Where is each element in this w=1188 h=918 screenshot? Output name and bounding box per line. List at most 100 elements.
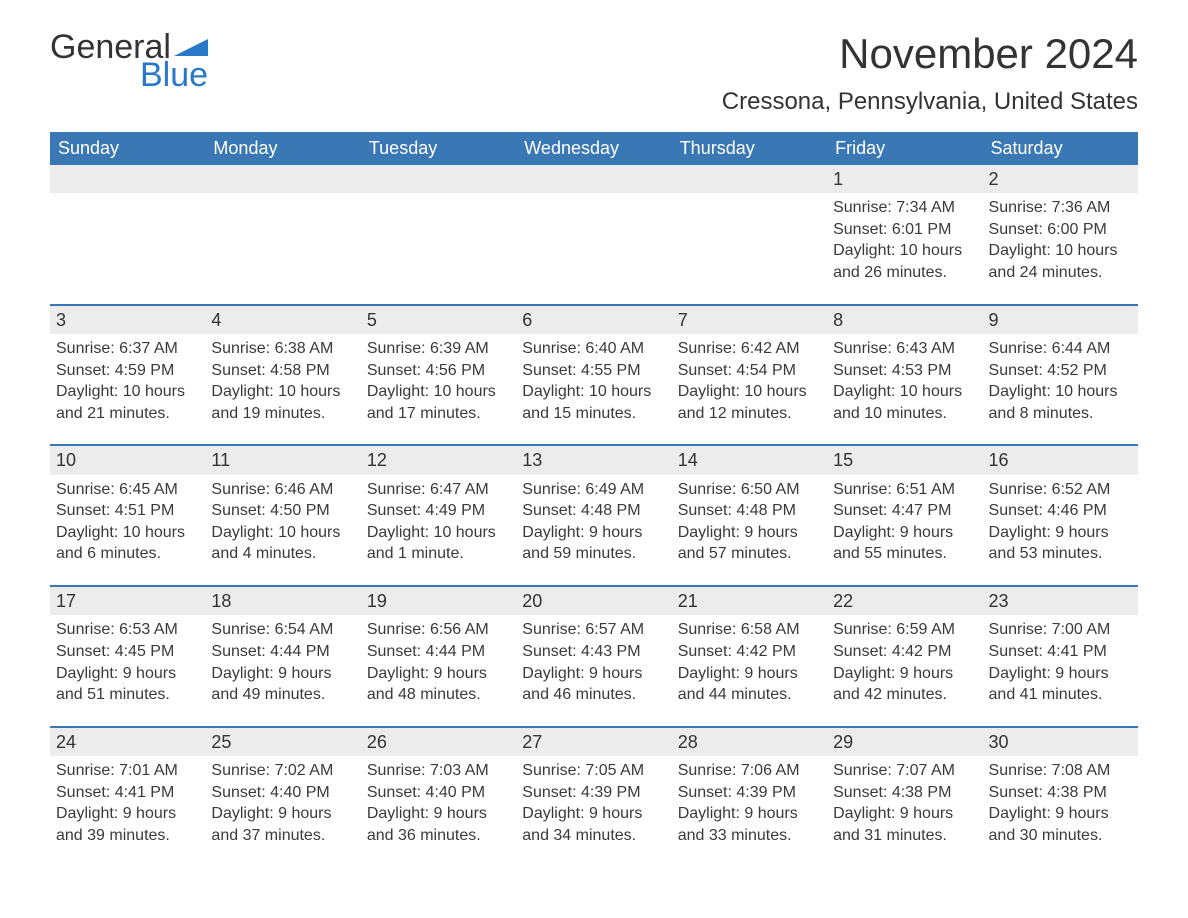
sunset-text: Sunset: 4:41 PM	[56, 782, 199, 804]
calendar-day-cell: 20Sunrise: 6:57 AMSunset: 4:43 PMDayligh…	[516, 585, 671, 726]
sunset-text: Sunset: 4:39 PM	[522, 782, 665, 804]
calendar-day-cell: 7Sunrise: 6:42 AMSunset: 4:54 PMDaylight…	[672, 304, 827, 445]
daylight2-text: and 17 minutes.	[367, 403, 510, 425]
sunrise-text: Sunrise: 7:02 AM	[211, 760, 354, 782]
title-block: November 2024 Cressona, Pennsylvania, Un…	[722, 30, 1138, 124]
calendar-day-cell: 13Sunrise: 6:49 AMSunset: 4:48 PMDayligh…	[516, 444, 671, 585]
daylight1-text: Daylight: 9 hours	[522, 522, 665, 544]
daylight1-text: Daylight: 9 hours	[989, 663, 1132, 685]
sunset-text: Sunset: 4:38 PM	[833, 782, 976, 804]
day-number: 30	[983, 726, 1138, 756]
sunrise-text: Sunrise: 6:46 AM	[211, 479, 354, 501]
calendar-week-row: 17Sunrise: 6:53 AMSunset: 4:45 PMDayligh…	[50, 585, 1138, 726]
daylight1-text: Daylight: 10 hours	[367, 522, 510, 544]
day-header: Thursday	[672, 132, 827, 165]
day-number: 3	[50, 304, 205, 334]
day-header: Saturday	[983, 132, 1138, 165]
day-number: 20	[516, 585, 671, 615]
empty-day-bar	[672, 165, 827, 193]
day-header: Wednesday	[516, 132, 671, 165]
day-number: 1	[827, 165, 982, 193]
daylight1-text: Daylight: 10 hours	[833, 381, 976, 403]
day-number: 15	[827, 444, 982, 474]
daylight2-text: and 44 minutes.	[678, 684, 821, 706]
calendar-week-row: 24Sunrise: 7:01 AMSunset: 4:41 PMDayligh…	[50, 726, 1138, 867]
daylight2-text: and 33 minutes.	[678, 825, 821, 847]
sunrise-text: Sunrise: 7:08 AM	[989, 760, 1132, 782]
day-number: 14	[672, 444, 827, 474]
day-number: 25	[205, 726, 360, 756]
sunset-text: Sunset: 4:58 PM	[211, 360, 354, 382]
daylight1-text: Daylight: 10 hours	[989, 240, 1132, 262]
sunrise-text: Sunrise: 7:34 AM	[833, 197, 976, 219]
sunrise-text: Sunrise: 6:51 AM	[833, 479, 976, 501]
day-number: 6	[516, 304, 671, 334]
day-header: Sunday	[50, 132, 205, 165]
sunset-text: Sunset: 4:42 PM	[678, 641, 821, 663]
empty-day-bar	[361, 165, 516, 193]
calendar-day-cell: 9Sunrise: 6:44 AMSunset: 4:52 PMDaylight…	[983, 304, 1138, 445]
sunrise-text: Sunrise: 6:45 AM	[56, 479, 199, 501]
day-number: 5	[361, 304, 516, 334]
daylight2-text: and 12 minutes.	[678, 403, 821, 425]
calendar-day-cell: 29Sunrise: 7:07 AMSunset: 4:38 PMDayligh…	[827, 726, 982, 867]
sunrise-text: Sunrise: 6:59 AM	[833, 619, 976, 641]
daylight1-text: Daylight: 9 hours	[833, 803, 976, 825]
calendar-week-row: 1Sunrise: 7:34 AMSunset: 6:01 PMDaylight…	[50, 165, 1138, 304]
daylight2-text: and 4 minutes.	[211, 543, 354, 565]
sunset-text: Sunset: 4:56 PM	[367, 360, 510, 382]
calendar-day-cell: 6Sunrise: 6:40 AMSunset: 4:55 PMDaylight…	[516, 304, 671, 445]
daylight2-text: and 31 minutes.	[833, 825, 976, 847]
day-number: 12	[361, 444, 516, 474]
calendar-day-cell: 12Sunrise: 6:47 AMSunset: 4:49 PMDayligh…	[361, 444, 516, 585]
daylight2-text: and 53 minutes.	[989, 543, 1132, 565]
sunset-text: Sunset: 4:54 PM	[678, 360, 821, 382]
day-number: 26	[361, 726, 516, 756]
calendar-day-cell: 5Sunrise: 6:39 AMSunset: 4:56 PMDaylight…	[361, 304, 516, 445]
sunrise-text: Sunrise: 6:44 AM	[989, 338, 1132, 360]
daylight2-text: and 37 minutes.	[211, 825, 354, 847]
sunset-text: Sunset: 4:47 PM	[833, 500, 976, 522]
sunset-text: Sunset: 4:40 PM	[211, 782, 354, 804]
day-number: 23	[983, 585, 1138, 615]
daylight2-text: and 15 minutes.	[522, 403, 665, 425]
day-number: 4	[205, 304, 360, 334]
calendar-day-cell: 28Sunrise: 7:06 AMSunset: 4:39 PMDayligh…	[672, 726, 827, 867]
daylight2-text: and 55 minutes.	[833, 543, 976, 565]
sunrise-text: Sunrise: 6:53 AM	[56, 619, 199, 641]
calendar-day-cell: 4Sunrise: 6:38 AMSunset: 4:58 PMDaylight…	[205, 304, 360, 445]
sunset-text: Sunset: 4:52 PM	[989, 360, 1132, 382]
sunrise-text: Sunrise: 6:50 AM	[678, 479, 821, 501]
sunset-text: Sunset: 4:53 PM	[833, 360, 976, 382]
daylight2-text: and 57 minutes.	[678, 543, 821, 565]
sunrise-text: Sunrise: 7:36 AM	[989, 197, 1132, 219]
sunrise-text: Sunrise: 7:05 AM	[522, 760, 665, 782]
calendar-day-cell: 15Sunrise: 6:51 AMSunset: 4:47 PMDayligh…	[827, 444, 982, 585]
daylight1-text: Daylight: 10 hours	[522, 381, 665, 403]
day-number: 16	[983, 444, 1138, 474]
sunrise-text: Sunrise: 6:57 AM	[522, 619, 665, 641]
sunrise-text: Sunrise: 6:49 AM	[522, 479, 665, 501]
daylight2-text: and 42 minutes.	[833, 684, 976, 706]
sunset-text: Sunset: 4:44 PM	[367, 641, 510, 663]
day-header: Monday	[205, 132, 360, 165]
sunrise-text: Sunrise: 7:06 AM	[678, 760, 821, 782]
calendar-day-cell: 27Sunrise: 7:05 AMSunset: 4:39 PMDayligh…	[516, 726, 671, 867]
sunrise-text: Sunrise: 6:54 AM	[211, 619, 354, 641]
flag-icon	[174, 39, 208, 56]
daylight1-text: Daylight: 9 hours	[989, 522, 1132, 544]
sunrise-text: Sunrise: 6:56 AM	[367, 619, 510, 641]
calendar-day-cell: 24Sunrise: 7:01 AMSunset: 4:41 PMDayligh…	[50, 726, 205, 867]
day-header: Tuesday	[361, 132, 516, 165]
sunset-text: Sunset: 4:55 PM	[522, 360, 665, 382]
sunset-text: Sunset: 4:49 PM	[367, 500, 510, 522]
sunrise-text: Sunrise: 6:42 AM	[678, 338, 821, 360]
sunset-text: Sunset: 4:40 PM	[367, 782, 510, 804]
day-number: 9	[983, 304, 1138, 334]
sunrise-text: Sunrise: 6:39 AM	[367, 338, 510, 360]
sunset-text: Sunset: 4:38 PM	[989, 782, 1132, 804]
daylight2-text: and 1 minute.	[367, 543, 510, 565]
day-number: 22	[827, 585, 982, 615]
daylight1-text: Daylight: 10 hours	[56, 381, 199, 403]
day-number: 21	[672, 585, 827, 615]
